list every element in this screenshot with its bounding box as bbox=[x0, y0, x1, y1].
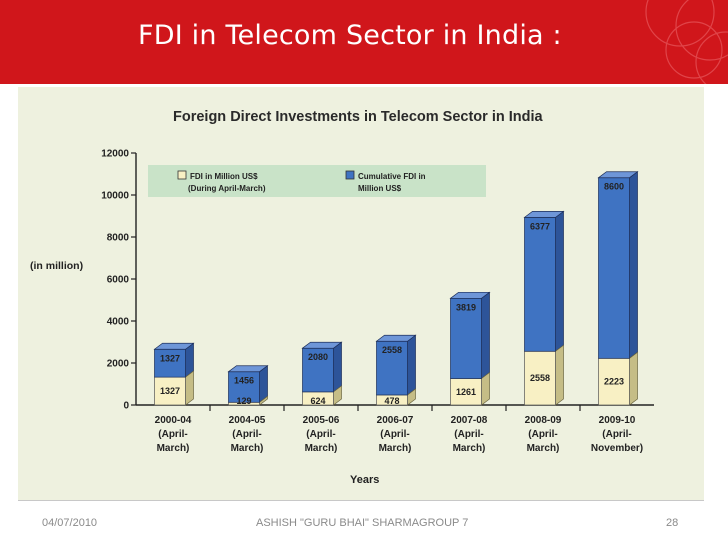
cumulative-bar-side bbox=[629, 171, 638, 360]
x-tick-label: (April- bbox=[306, 429, 335, 440]
x-tick-label: (April- bbox=[602, 429, 631, 440]
y-axis-label: (in million) bbox=[30, 260, 83, 272]
data-label: 1261 bbox=[456, 387, 476, 397]
legend-fdi-swatch bbox=[177, 170, 187, 180]
data-label: 2558 bbox=[382, 345, 402, 355]
footer-date: 04/07/2010 bbox=[42, 517, 98, 529]
page-number: 28 bbox=[666, 517, 679, 529]
x-tick-label: March) bbox=[231, 443, 264, 454]
fdi-bar bbox=[598, 357, 630, 406]
data-label: 129 bbox=[236, 396, 251, 406]
data-label: 8600 bbox=[604, 182, 624, 192]
x-tick-label: March) bbox=[527, 443, 560, 454]
cumulative-bar-top bbox=[597, 171, 639, 179]
y-tick-label: 6000 bbox=[107, 275, 130, 286]
chart-title: Foreign Direct Investments in Telecom Se… bbox=[173, 109, 544, 125]
legend-cumulative-swatch bbox=[345, 170, 355, 180]
data-label: 2080 bbox=[308, 352, 328, 362]
y-tick-label: 12000 bbox=[101, 149, 129, 160]
legend-box bbox=[148, 165, 486, 197]
chart-image: Foreign Direct Investments in Telecom Se… bbox=[18, 87, 704, 500]
legend-cumulative-label: Cumulative FDI in bbox=[358, 172, 426, 181]
legend-fdi-sublabel: (During April-March) bbox=[188, 184, 266, 193]
cumulative-bar bbox=[376, 340, 408, 396]
data-label: 2223 bbox=[604, 377, 624, 387]
cumulative-bar bbox=[598, 177, 630, 359]
data-label: 2558 bbox=[530, 373, 550, 383]
cumulative-bar-top bbox=[375, 334, 417, 342]
x-axis-label: Years bbox=[350, 474, 379, 486]
fdi-bar-side bbox=[555, 344, 564, 406]
data-label: 1456 bbox=[234, 376, 254, 386]
fdi-bar-side bbox=[481, 371, 490, 406]
slide-header: FDI in Telecom Sector in India : bbox=[0, 0, 728, 84]
legend-cumulative-sublabel: Million US$ bbox=[358, 184, 402, 193]
data-label: 624 bbox=[310, 396, 325, 406]
x-tick-label: November) bbox=[591, 443, 643, 454]
x-tick-label: 2009-10 bbox=[599, 415, 636, 426]
fdi-bar bbox=[450, 378, 482, 406]
fdi-bar bbox=[154, 376, 186, 406]
cumulative-bar-side bbox=[481, 291, 490, 380]
x-tick-label: (April- bbox=[528, 429, 557, 440]
cumulative-bar bbox=[524, 217, 556, 352]
y-tick-label: 0 bbox=[123, 401, 129, 412]
cumulative-bar-side bbox=[407, 334, 416, 396]
slide-title: FDI in Telecom Sector in India : bbox=[138, 20, 562, 51]
data-label: 6377 bbox=[530, 221, 550, 231]
y-tick-label: 2000 bbox=[107, 359, 130, 370]
footer-author: ASHISH "GURU BHAI" SHARMAGROUP 7 bbox=[256, 517, 469, 529]
cumulative-bar-top bbox=[227, 365, 269, 373]
x-tick-label: March) bbox=[379, 443, 412, 454]
x-tick-label: (April- bbox=[454, 429, 483, 440]
decorative-circles-icon bbox=[645, 0, 728, 84]
fdi-bar-side bbox=[185, 370, 194, 406]
cumulative-bar-top bbox=[153, 342, 195, 350]
x-tick-label: 2004-05 bbox=[229, 415, 266, 426]
legend-fdi-label: FDI in Million US$ bbox=[190, 172, 258, 181]
y-tick-label: 10000 bbox=[101, 191, 129, 202]
x-tick-label: 2007-08 bbox=[451, 415, 488, 426]
cumulative-bar-top bbox=[449, 291, 491, 299]
x-tick-label: March) bbox=[305, 443, 338, 454]
x-tick-label: March) bbox=[453, 443, 486, 454]
x-tick-label: March) bbox=[157, 443, 190, 454]
cumulative-bar-side bbox=[555, 210, 564, 352]
cumulative-bar bbox=[228, 371, 260, 403]
x-tick-label: 2000-04 bbox=[155, 415, 192, 426]
data-label: 3819 bbox=[456, 302, 476, 312]
cumulative-bar-top bbox=[523, 211, 565, 218]
cumulative-bar bbox=[302, 347, 334, 393]
y-tick-label: 4000 bbox=[107, 317, 130, 328]
x-tick-label: 2006-07 bbox=[377, 415, 414, 426]
fdi-bar-side bbox=[629, 351, 638, 406]
x-tick-label: (April- bbox=[232, 429, 261, 440]
cumulative-bar bbox=[450, 297, 482, 379]
fdi-bar bbox=[524, 350, 556, 406]
fdi-bar-chart: Foreign Direct Investments in Telecom Se… bbox=[30, 109, 654, 486]
data-label: 1327 bbox=[160, 386, 180, 396]
data-label: 1327 bbox=[160, 353, 180, 363]
x-tick-label: 2005-06 bbox=[303, 415, 340, 426]
cumulative-bar-side bbox=[333, 341, 342, 393]
x-tick-label: 2008-09 bbox=[525, 415, 562, 426]
footer-divider bbox=[18, 500, 704, 501]
cumulative-bar-top bbox=[301, 341, 343, 349]
x-tick-label: (April- bbox=[380, 429, 409, 440]
x-tick-label: (April- bbox=[158, 429, 187, 440]
y-tick-label: 8000 bbox=[107, 233, 130, 244]
data-label: 478 bbox=[384, 396, 399, 406]
